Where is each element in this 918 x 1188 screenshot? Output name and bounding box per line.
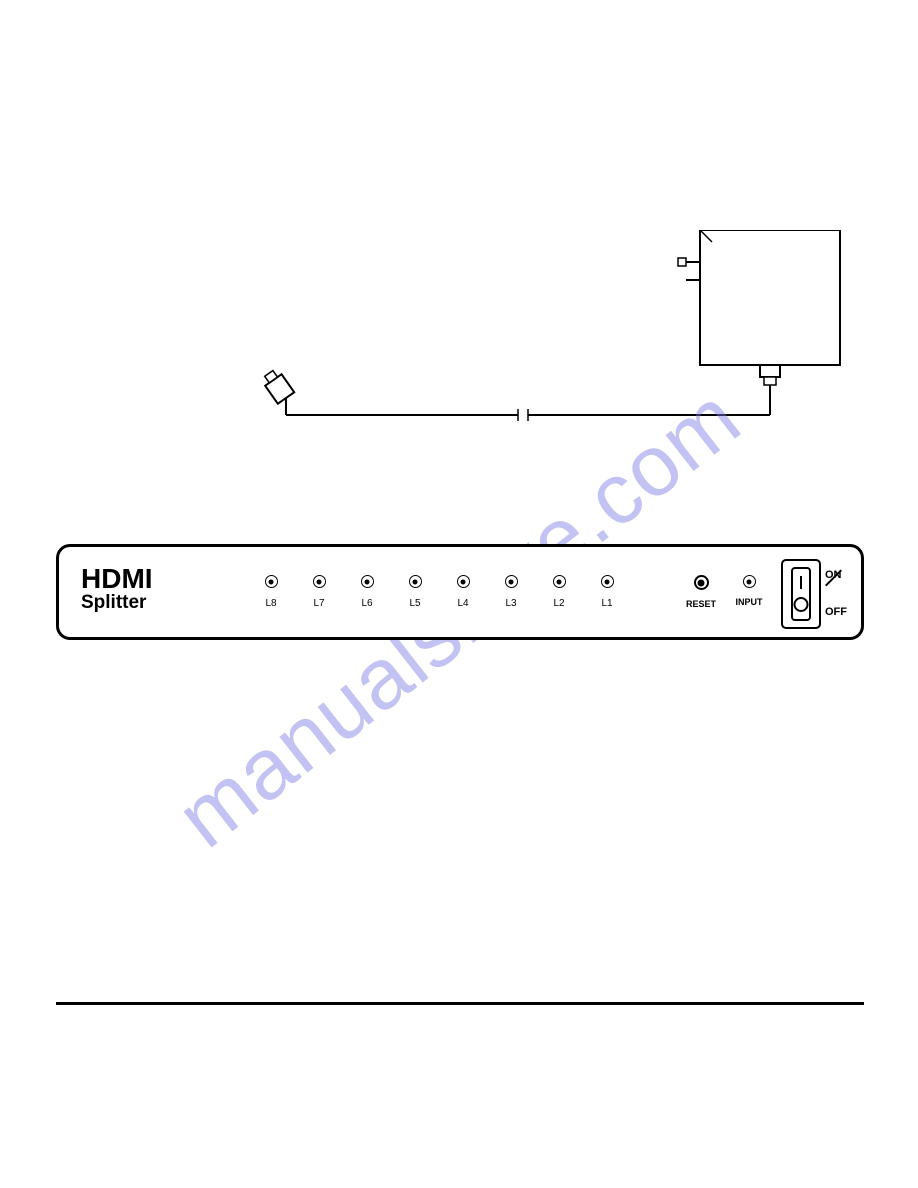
led-indicator-icon bbox=[505, 575, 518, 588]
reset-label: RESET bbox=[686, 599, 716, 609]
horizontal-rule bbox=[56, 1002, 864, 1005]
led-l4: L4 bbox=[453, 575, 473, 609]
input-led-icon bbox=[743, 575, 756, 588]
hdmi-splitter-front-panel: HDMI Splitter L8 L7 L6 L5 L4 L3 L bbox=[56, 544, 864, 640]
led-indicator-icon bbox=[601, 575, 614, 588]
led-indicator-icon bbox=[553, 575, 566, 588]
led-indicator-icon bbox=[361, 575, 374, 588]
led-indicator-icon bbox=[265, 575, 278, 588]
power-switch[interactable] bbox=[791, 567, 811, 621]
led-label: L2 bbox=[553, 598, 564, 609]
led-l7: L7 bbox=[309, 575, 329, 609]
led-l2: L2 bbox=[549, 575, 569, 609]
led-label: L8 bbox=[265, 598, 276, 609]
led-l6: L6 bbox=[357, 575, 377, 609]
power-switch-group: ON OFF bbox=[781, 559, 847, 629]
switch-off-label: OFF bbox=[825, 607, 847, 618]
led-indicator-icon bbox=[409, 575, 422, 588]
input-led-group: INPUT bbox=[731, 575, 767, 607]
panel-title-line2: Splitter bbox=[81, 593, 153, 612]
led-label: L5 bbox=[409, 598, 420, 609]
led-l3: L3 bbox=[501, 575, 521, 609]
led-indicator-icon bbox=[457, 575, 470, 588]
led-label: L4 bbox=[457, 598, 468, 609]
led-indicator-icon bbox=[313, 575, 326, 588]
led-l8: L8 bbox=[261, 575, 281, 609]
power-switch-labels: ON OFF bbox=[825, 570, 847, 618]
led-label: L6 bbox=[361, 598, 372, 609]
led-label: L1 bbox=[601, 598, 612, 609]
reset-button[interactable] bbox=[694, 575, 709, 590]
led-l5: L5 bbox=[405, 575, 425, 609]
led-label: L3 bbox=[505, 598, 516, 609]
input-label: INPUT bbox=[736, 597, 763, 607]
power-adapter-diagram bbox=[260, 230, 880, 440]
panel-title-line1: HDMI bbox=[81, 565, 153, 593]
led-label: L7 bbox=[313, 598, 324, 609]
panel-title: HDMI Splitter bbox=[81, 565, 153, 612]
power-switch-frame bbox=[781, 559, 821, 629]
led-l1: L1 bbox=[597, 575, 617, 609]
switch-slash-icon bbox=[825, 585, 843, 603]
output-led-row: L8 L7 L6 L5 L4 L3 L2 L1 bbox=[261, 575, 617, 609]
reset-button-group: RESET bbox=[683, 575, 719, 609]
